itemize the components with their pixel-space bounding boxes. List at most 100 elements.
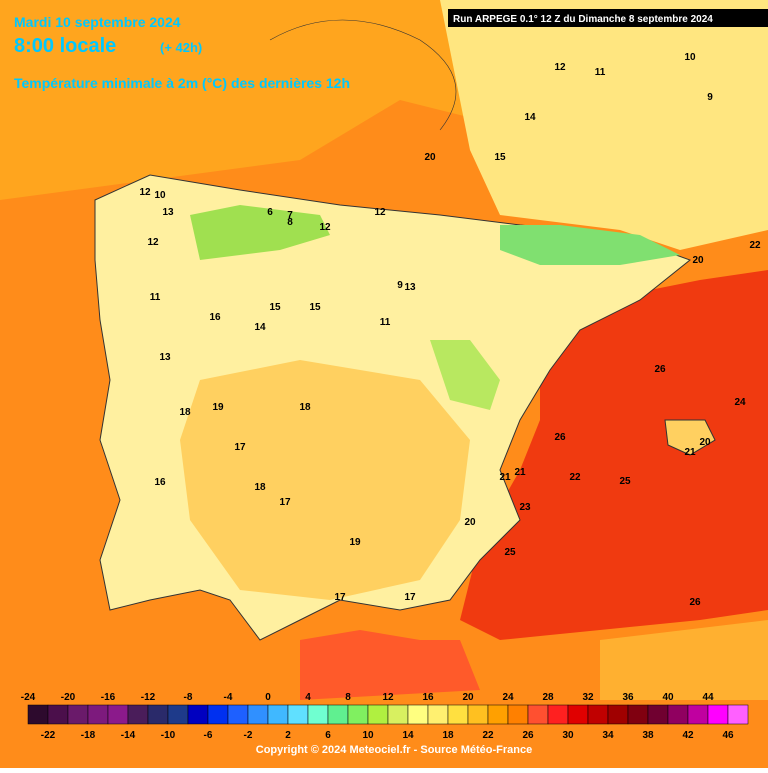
map-value-label: 11 bbox=[380, 317, 391, 328]
south-interior bbox=[180, 360, 470, 600]
map-value-label: 18 bbox=[254, 482, 266, 493]
map-value-label: 22 bbox=[749, 240, 761, 251]
map-value-label: 12 bbox=[554, 62, 566, 73]
colorbar-top-label: 32 bbox=[582, 692, 594, 703]
colorbar-swatch bbox=[727, 704, 749, 725]
colorbar-swatch bbox=[667, 704, 689, 725]
colorbar-swatch bbox=[187, 704, 209, 725]
map-value-label: 22 bbox=[569, 472, 581, 483]
colorbar-swatch bbox=[447, 704, 469, 725]
map-value-label: 8 bbox=[287, 217, 293, 228]
map-value-label: 20 bbox=[692, 255, 704, 266]
colorbar-bottom-label: 46 bbox=[722, 730, 734, 741]
colorbar-swatch bbox=[87, 704, 109, 725]
colorbar-bottom-label: -18 bbox=[81, 730, 96, 741]
colorbar-bottom-label: -6 bbox=[204, 730, 213, 741]
lead: (+ 42h) bbox=[160, 40, 202, 55]
map-value-label: 18 bbox=[299, 402, 311, 413]
mediterranean bbox=[460, 270, 768, 640]
colorbar-bottom-label: 6 bbox=[325, 730, 331, 741]
colorbar-top-label: 12 bbox=[382, 692, 394, 703]
colorbar-swatch bbox=[607, 704, 629, 725]
colorbar-swatch bbox=[527, 704, 549, 725]
colorbar-bottom-label: 42 bbox=[682, 730, 694, 741]
map-value-label: 25 bbox=[504, 547, 516, 558]
colorbar-bottom-label: 30 bbox=[562, 730, 574, 741]
colorbar-top-label: 16 bbox=[422, 692, 434, 703]
map-value-label: 13 bbox=[159, 352, 171, 363]
colorbar-swatch bbox=[647, 704, 669, 725]
title: Température minimale à 2m (°C) des derni… bbox=[14, 75, 350, 91]
map-value-label: 15 bbox=[269, 302, 281, 313]
colorbar-top-label: 4 bbox=[305, 692, 311, 703]
colorbar-swatch bbox=[347, 704, 369, 725]
colorbar-top-label: 36 bbox=[622, 692, 634, 703]
map-value-label: 26 bbox=[554, 432, 566, 443]
map-value-label: 9 bbox=[397, 280, 403, 291]
colorbar-swatch bbox=[267, 704, 289, 725]
colorbar-top-label: 44 bbox=[702, 692, 714, 703]
map-value-label: 24 bbox=[734, 397, 746, 408]
colorbar-swatch bbox=[427, 704, 449, 725]
map-value-label: 10 bbox=[154, 190, 166, 201]
colorbar-swatch bbox=[327, 704, 349, 725]
map-value-label: 26 bbox=[654, 364, 666, 375]
map-value-label: 7 bbox=[287, 210, 293, 221]
colorbar-top-label: -4 bbox=[224, 692, 233, 703]
colorbar-top-label: 0 bbox=[265, 692, 271, 703]
map-value-label: 19 bbox=[212, 402, 224, 413]
colorbar-bottom-label: 14 bbox=[402, 730, 414, 741]
colorbar-swatch bbox=[567, 704, 589, 725]
map-value-label: 14 bbox=[524, 112, 536, 123]
colorbar: -24 -20 -16 -12 -8 -4 0 4 8 12 16 20 24 28 32 36 40 44-22… bbox=[21, 692, 749, 741]
colorbar-swatch bbox=[127, 704, 149, 725]
colorbar-bottom-label: 10 bbox=[362, 730, 374, 741]
colorbar-top-label: -12 bbox=[141, 692, 156, 703]
colorbar-swatch bbox=[407, 704, 429, 725]
colorbar-swatch bbox=[307, 704, 329, 725]
map-value-label: 15 bbox=[494, 152, 506, 163]
colorbar-swatch bbox=[67, 704, 89, 725]
colorbar-swatch bbox=[27, 704, 49, 725]
colorbar-bottom-label: 34 bbox=[602, 730, 614, 741]
map-value-label: 15 bbox=[309, 302, 321, 313]
colorbar-swatch bbox=[707, 704, 729, 725]
map-value-label: 16 bbox=[209, 312, 221, 323]
map-value-label: 23 bbox=[519, 502, 531, 513]
colorbar-top-label: -24 bbox=[21, 692, 36, 703]
map-value-label: 17 bbox=[404, 592, 416, 603]
colorbar-top-label: -16 bbox=[101, 692, 116, 703]
colorbar-top-label: 20 bbox=[462, 692, 474, 703]
map-value-label: 21 bbox=[514, 467, 526, 478]
colorbar-bottom-label: -10 bbox=[161, 730, 176, 741]
pyrenees bbox=[500, 225, 680, 265]
colorbar-bottom-label: 26 bbox=[522, 730, 534, 741]
colorbar-swatch bbox=[487, 704, 509, 725]
colorbar-top-label: 40 bbox=[662, 692, 674, 703]
map-value-label: 21 bbox=[499, 472, 511, 483]
map-value-label: 20 bbox=[424, 152, 436, 163]
colorbar-swatch bbox=[587, 704, 609, 725]
copyright: Copyright © 2024 Meteociel.fr - Source M… bbox=[256, 744, 532, 756]
map-value-label: 9 bbox=[707, 92, 713, 103]
colorbar-top-label: 24 bbox=[502, 692, 514, 703]
map-value-label: 19 bbox=[349, 537, 361, 548]
colorbar-top-label: -8 bbox=[184, 692, 193, 703]
colorbar-swatch bbox=[147, 704, 169, 725]
map-value-label: 12 bbox=[147, 237, 159, 248]
map-value-label: 14 bbox=[254, 322, 266, 333]
north-africa bbox=[600, 620, 768, 700]
colorbar-swatch bbox=[287, 704, 309, 725]
colorbar-swatch bbox=[167, 704, 189, 725]
colorbar-swatch bbox=[387, 704, 409, 725]
france bbox=[440, 0, 768, 250]
colorbar-swatch bbox=[107, 704, 129, 725]
map-value-label: 20 bbox=[464, 517, 476, 528]
map-value-label: 26 bbox=[689, 597, 701, 608]
colorbar-swatch bbox=[227, 704, 249, 725]
map-value-label: 12 bbox=[374, 207, 386, 218]
colorbar-swatch bbox=[247, 704, 269, 725]
time: 8:00 locale bbox=[14, 35, 116, 57]
